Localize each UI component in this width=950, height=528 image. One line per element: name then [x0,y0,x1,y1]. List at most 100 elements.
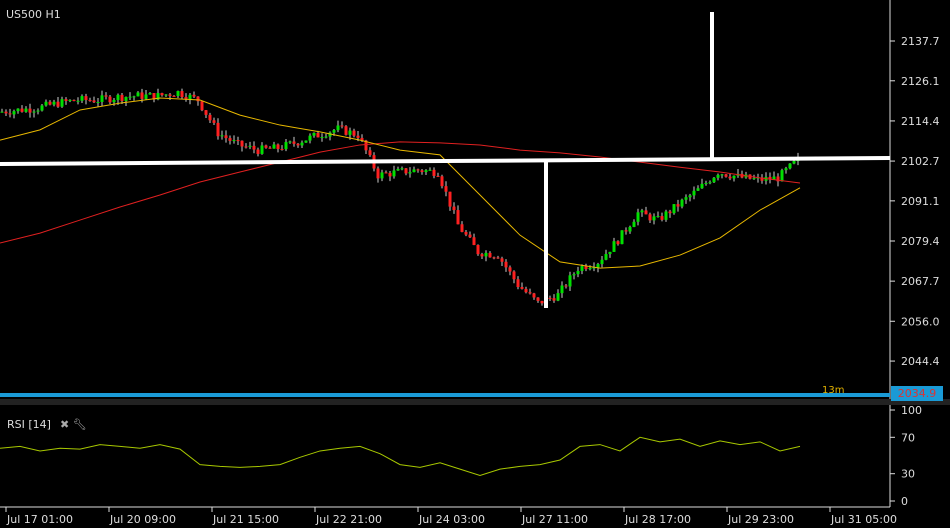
candle-body [520,287,524,289]
candle-body [784,168,788,171]
candle-body [184,97,188,100]
candle-body [12,111,16,115]
candle-body [232,140,236,142]
time-tick-label: Jul 28 17:00 [624,513,691,526]
candle-body [108,96,112,103]
candle-body [700,183,704,189]
neckline-drawing [0,156,891,166]
candle-body [508,267,512,272]
candle-body [252,145,256,150]
candle-body [352,130,356,136]
price-tick-label: 2126.1 [901,75,940,88]
candle-body [648,214,652,221]
price-tick-label: 2137.7 [901,35,940,48]
time-tick-label: Jul 22 21:00 [315,513,382,526]
candle-body [716,174,720,178]
current-price-tag: 2034.9 [891,386,943,401]
candle-body [304,140,308,143]
candle-body [688,195,692,198]
candle-body [652,216,656,221]
rsi-controls: ✖ 🔧︎ [60,418,87,431]
candle-body [468,234,472,238]
time-tick-label: Jul 20 09:00 [109,513,176,526]
candle-body [772,176,776,180]
candle-body [380,172,384,179]
candle-body [444,186,448,192]
candle-body [408,172,412,174]
candle-body [204,110,208,115]
slow-ma-line [0,141,801,244]
candle-body [48,101,52,105]
candle-body [568,275,572,287]
candle-body [556,293,560,301]
candle-body [480,254,484,257]
candle-body [320,136,324,138]
candle-body [576,270,580,275]
candle-body [536,297,540,301]
candle-body [224,135,228,139]
bar-timer: 13m [822,385,845,396]
candle-body [152,93,156,100]
candle-body [548,297,552,299]
candle-body [516,279,520,288]
candle-body [780,170,784,182]
candle-body [200,101,204,111]
candle-body [44,101,48,106]
price-tick-label: 2067.7 [901,275,940,288]
rsi-tick-label: 0 [901,495,908,508]
rsi-tick-label: 70 [901,431,915,444]
candle-body [156,93,160,100]
candle-body [292,141,296,144]
candle-body [668,211,672,214]
candle-body [340,125,344,127]
candle-body [368,150,372,156]
candle-body [84,96,88,101]
candle-body [8,113,12,115]
candle-body [104,95,108,97]
rsi-tick-label: 100 [901,404,922,417]
candle-body [732,175,736,179]
candle-body [612,241,616,252]
candle-body [244,146,248,148]
candle-body [620,230,624,245]
candle-body [220,135,224,137]
candle-body [608,251,612,255]
candle-body [236,140,240,142]
candle-body [16,108,20,112]
candle-body [64,99,68,101]
candle-body [24,108,28,112]
candle-body [496,257,500,259]
candle-body [168,94,172,96]
price-tick-label: 2044.4 [901,355,940,368]
symbol-label: US500 H1 [6,8,61,21]
candle-body [196,96,200,102]
candle-body [216,122,220,137]
time-tick-label: Jul 17 01:00 [6,513,73,526]
candle-body [676,204,680,207]
candle-body [572,274,576,276]
candle-body [240,140,244,147]
candle-body [788,163,792,169]
candle-body [684,197,688,200]
candle-body [456,210,460,225]
candle-body [436,175,440,177]
candle-body [136,92,140,97]
candle-body [164,94,168,96]
candle-body [460,224,464,232]
candle-body [512,271,516,280]
panel-separator [0,399,950,405]
close-icon[interactable]: ✖ [60,418,70,431]
candle-body [692,190,696,196]
candle-body [268,147,272,149]
candle-body [500,258,504,262]
candle-body [140,92,144,99]
candle-body [640,210,644,213]
wrench-icon[interactable]: 🔧︎ [72,418,87,431]
candle-body [552,298,556,301]
candle-body [148,93,152,95]
candle-body [644,210,648,215]
candle-body [32,111,36,113]
candle-body [452,206,456,211]
candle-body [356,135,360,138]
